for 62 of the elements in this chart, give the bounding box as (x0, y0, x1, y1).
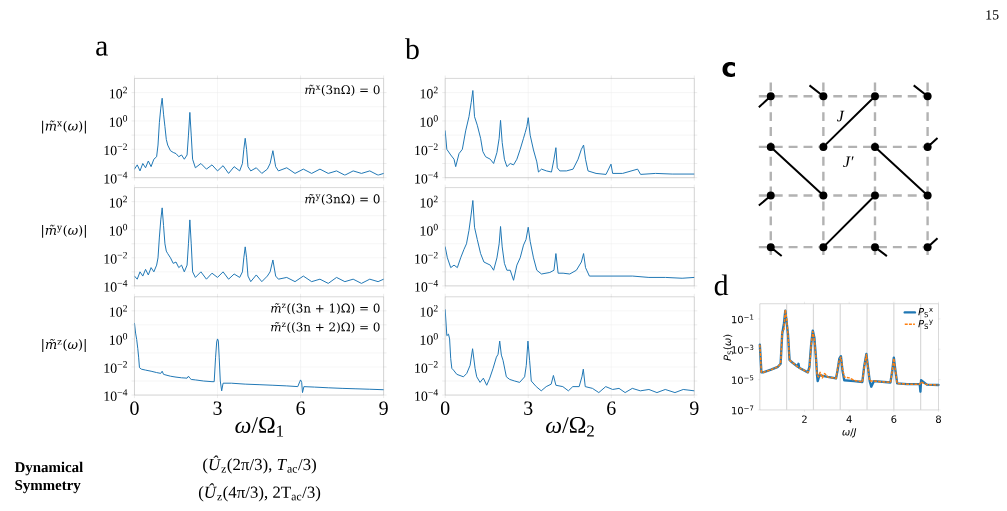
x-tick-label: 6 (296, 401, 305, 415)
annotation: m̃$^{x}$(3nΩ) = 0 (305, 84, 380, 96)
x-tick-label: 9 (379, 401, 388, 415)
x-tick-label: 3 (524, 401, 533, 415)
annotation: m̃$^{z}$((3n + 1)Ω) = 0 (271, 303, 380, 315)
y-tick-label: 10$^{−2}$ (104, 143, 127, 156)
y-tick-label: 10$^{2}$ (109, 86, 127, 99)
y-tick-label: 10$^{−4}$ (104, 389, 128, 401)
y-tick-label: 10$^{−4}$ (415, 389, 439, 401)
annotation: m̃$^{y}$(3nΩ) = 0 (305, 193, 380, 205)
x-tick-label: 8 (936, 415, 941, 423)
chart-title: b (404, 38, 419, 60)
y-tick-label: 10$^{−2}$ (104, 361, 127, 373)
y-tick-label: 10$^{2}$ (420, 86, 438, 99)
y-axis-title: P$_{S}$(ω) (723, 334, 733, 361)
y-tick-label: 10$^{0}$ (109, 114, 128, 127)
x-tick-label: 6 (607, 401, 616, 415)
x-axis-title: ω/Ω$_{1}$ (235, 417, 284, 437)
text: (Û$_{z}$(2π/3), T$_{ac}$/3) (203, 455, 316, 474)
x-tick-label: 3 (213, 401, 222, 415)
y-axis-title: |m̃$^{y}$(ω)| (42, 224, 86, 238)
y-tick-label: 10$^{2}$ (420, 304, 438, 317)
x-tick-label: 2 (802, 415, 807, 423)
x-tick-label: 0 (130, 401, 139, 415)
y-tick-label: 10$^{0}$ (420, 114, 438, 127)
y-tick-label: 10$^{−4}$ (415, 279, 439, 292)
y-tick-label: 10$^{0}$ (420, 332, 438, 345)
text: (Û$_{z}$(4π/3), 2T$_{ac}$/3) (198, 483, 321, 502)
annotation: m̃$^{z}$((3n + 2)Ω) = 0 (271, 321, 380, 334)
text: J′ (843, 156, 854, 167)
y-tick-label: 10$^{−3}$ (732, 344, 754, 354)
y-tick-label: 10$^{−7}$ (732, 405, 754, 415)
text: J (836, 110, 845, 122)
text: 15 (986, 10, 999, 20)
y-tick-label: 10$^{−5}$ (732, 375, 754, 384)
x-tick-label: 6 (891, 415, 897, 423)
y-tick-label: 10$^{−2}$ (415, 143, 438, 156)
line-series (134, 97, 384, 176)
y-tick-label: 10$^{−1}$ (732, 314, 754, 324)
y-tick-label: 10$^{−4}$ (104, 279, 128, 292)
y-tick-label: 10$^{2}$ (109, 195, 127, 208)
y-tick-label: 10$^{−2}$ (415, 361, 438, 373)
y-tick-label: 10$^{2}$ (420, 195, 438, 208)
y-axis-title: |m̃$^{x}$(ω)| (42, 120, 86, 134)
text: Dynamical Symmetry (14, 461, 83, 494)
line-series (134, 207, 384, 284)
y-tick-label: 10$^{0}$ (420, 223, 438, 236)
x-tick-label: 0 (440, 401, 450, 415)
y-tick-label: 10$^{0}$ (109, 332, 128, 345)
y-tick-label: 10$^{−2}$ (104, 251, 127, 264)
y-tick-label: 10$^{−2}$ (415, 251, 438, 264)
chart-title: d (714, 274, 729, 296)
y-tick-label: 10$^{−4}$ (415, 171, 439, 184)
x-tick-label: 9 (689, 401, 699, 415)
y-tick-label: 10$^{0}$ (109, 223, 128, 236)
y-tick-label: 10$^{−4}$ (104, 171, 128, 184)
y-axis-title: |m̃$^{z}$(ω)| (42, 338, 86, 352)
x-axis-title: ω/Ω$_{2}$ (546, 417, 594, 437)
y-tick-label: 10$^{2}$ (109, 304, 127, 317)
text: c (722, 62, 735, 77)
x-tick-label: 4 (846, 415, 852, 423)
chart-title: a (96, 41, 108, 56)
